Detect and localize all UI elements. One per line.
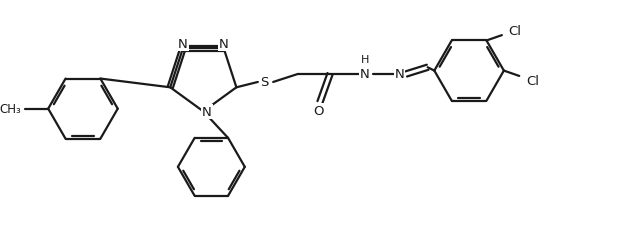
Text: Cl: Cl bbox=[509, 25, 522, 38]
Text: N: N bbox=[360, 68, 370, 81]
Text: Cl: Cl bbox=[526, 75, 539, 88]
Text: N: N bbox=[395, 68, 404, 81]
Text: H: H bbox=[360, 55, 369, 65]
Text: N: N bbox=[219, 37, 228, 50]
Text: S: S bbox=[260, 76, 269, 89]
Text: O: O bbox=[314, 105, 324, 118]
Text: N: N bbox=[178, 37, 188, 50]
Text: N: N bbox=[202, 105, 212, 118]
Text: CH₃: CH₃ bbox=[0, 103, 21, 116]
